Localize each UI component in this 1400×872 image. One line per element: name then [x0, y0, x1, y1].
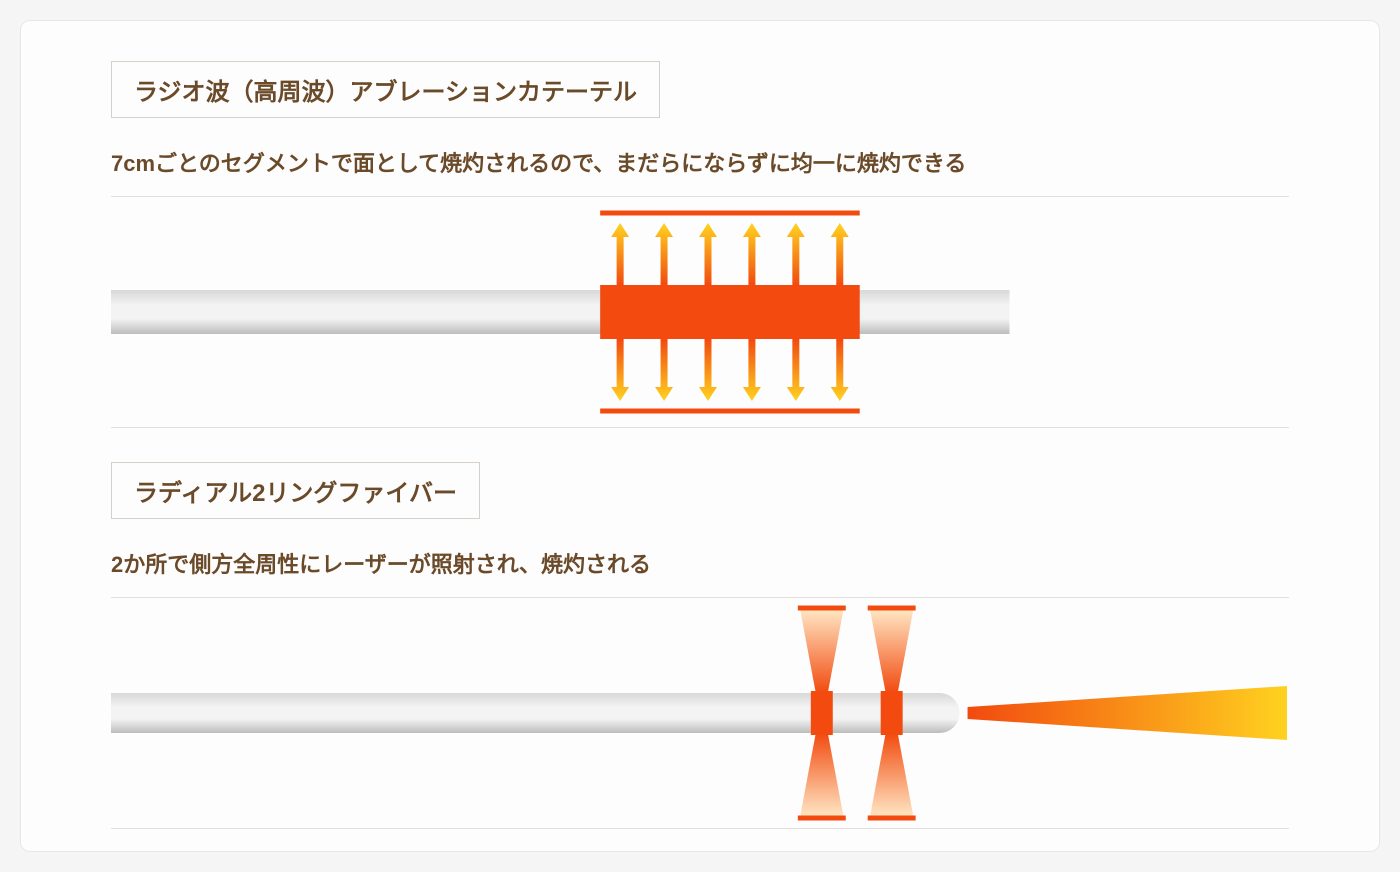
panel1-desc: 7cmごとのセグメントで面として焼灼されるので、まだらにならずに均一に焼灼できる — [111, 146, 1289, 178]
panel1-title: ラジオ波（高周波）アブレーションカテーテル — [111, 61, 660, 118]
panel1-diagram — [111, 196, 1289, 428]
panel2-title: ラディアル2リングファイバー — [111, 462, 480, 519]
panel2-desc: 2か所で側方全周性にレーザーが照射され、焼灼される — [111, 547, 1289, 579]
diagram-card: ラジオ波（高周波）アブレーションカテーテル 7cmごとのセグメントで面として焼灼… — [20, 20, 1380, 852]
panel-rf-ablation: ラジオ波（高周波）アブレーションカテーテル 7cmごとのセグメントで面として焼灼… — [111, 61, 1289, 428]
panel2-diagram — [111, 597, 1289, 829]
panel-radial-fiber: ラディアル2リングファイバー 2か所で側方全周性にレーザーが照射され、焼灼される — [111, 462, 1289, 829]
